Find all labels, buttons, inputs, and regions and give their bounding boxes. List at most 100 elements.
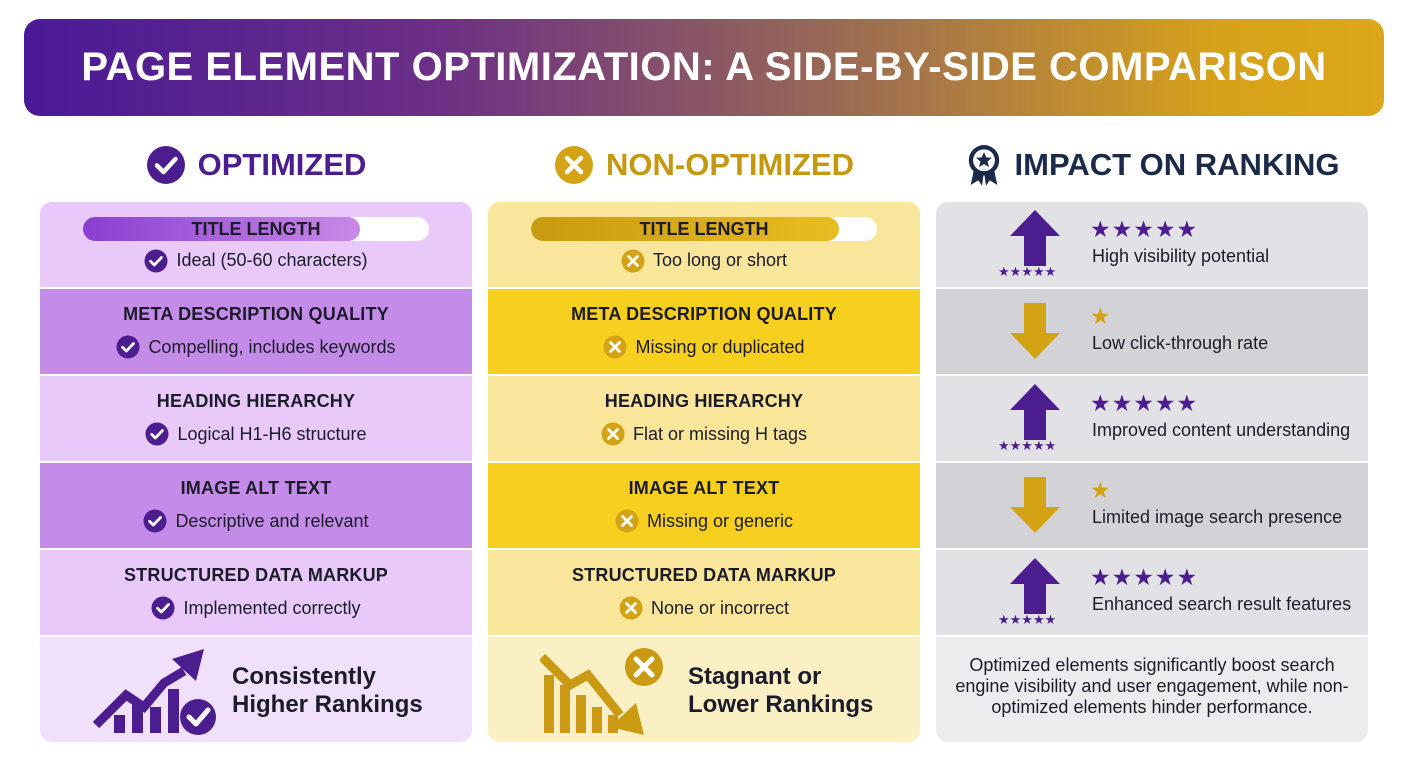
falling-chart-x-icon [540, 648, 663, 735]
x-circle-icon [603, 335, 627, 359]
row-desc: Compelling, includes keywords [116, 335, 396, 359]
arrow-up-icon [1010, 384, 1060, 440]
non-optimized-panel: TITLE LENGTH Too long or short META DESC… [488, 202, 920, 742]
impact-footer: Optimized elements significantly boost s… [936, 637, 1368, 742]
row-title: TITLE LENGTH [639, 218, 769, 239]
impact-heading: IMPACT ON RANKING [936, 140, 1368, 190]
list-item: TITLE LENGTH Too long or short [488, 202, 920, 287]
optimized-heading-label: OPTIMIZED [197, 147, 367, 182]
row-desc-text: Descriptive and relevant [175, 510, 369, 531]
mini-star-rating: ★★★★★ [998, 612, 1057, 627]
row-desc-text: Ideal (50-60 characters) [176, 250, 368, 270]
title-length-bar-fill [531, 216, 839, 241]
arrow-up-icon [1010, 210, 1060, 266]
non-optimized-footer-label: Stagnant or Lower Rankings [688, 663, 873, 719]
star-rating: ★★★★★ [1090, 216, 1199, 242]
row-desc-text: Logical H1-H6 structure [177, 423, 367, 444]
footer-line2: Lower Rankings [688, 691, 874, 718]
title-length-bar: TITLE LENGTH [531, 216, 877, 241]
x-circle-icon [619, 596, 643, 620]
impact-text: Limited image search presence [1092, 507, 1343, 527]
star-rating: ★ [1090, 303, 1112, 329]
row-desc-text: None or incorrect [650, 597, 790, 618]
x-circle-icon [621, 249, 645, 272]
row-title: STRUCTURED DATA MARKUP [123, 565, 389, 585]
footer-line1: Stagnant or [688, 663, 822, 690]
list-item: META DESCRIPTION QUALITY Compelling, inc… [40, 289, 472, 374]
arrow-up-icon [1010, 558, 1060, 614]
optimized-heading: OPTIMIZED [40, 140, 472, 190]
arrow-down-icon [1010, 303, 1060, 359]
page-title: PAGE ELEMENT OPTIMIZATION: A SIDE-BY-SID… [81, 45, 1327, 89]
list-item: STRUCTURED DATA MARKUP None or incorrect [488, 550, 920, 635]
row-title: HEADING HIERARCHY [604, 391, 804, 411]
x-circle-icon [601, 422, 625, 446]
check-circle-icon [146, 146, 185, 184]
row-title: HEADING HIERARCHY [156, 391, 356, 411]
impact-text: Enhanced search result features [1092, 594, 1352, 614]
check-circle-icon [151, 596, 175, 620]
check-circle-icon [144, 249, 168, 272]
title-length-bar-fill [83, 216, 360, 241]
impact-text: Improved content understanding [1092, 420, 1351, 440]
list-item: ★★★★★ ★★★★★ Improved content understandi… [936, 376, 1368, 461]
row-desc: Missing or generic [615, 509, 793, 533]
list-item: HEADING HIERARCHY Logical H1-H6 structur… [40, 376, 472, 461]
list-item: HEADING HIERARCHY Flat or missing H tags [488, 376, 920, 461]
title-length-bar: TITLE LENGTH [83, 216, 429, 241]
star-rating: ★ [1090, 477, 1112, 503]
title-banner: PAGE ELEMENT OPTIMIZATION: A SIDE-BY-SID… [24, 19, 1384, 116]
row-title: META DESCRIPTION QUALITY [123, 304, 389, 324]
rising-chart-check-icon [92, 649, 216, 735]
list-item: ★ Limited image search presence [936, 463, 1368, 548]
row-desc-text: Compelling, includes keywords [148, 336, 396, 357]
row-desc: Missing or duplicated [603, 335, 805, 359]
row-title: IMAGE ALT TEXT [180, 478, 332, 498]
list-item: STRUCTURED DATA MARKUP Implemented corre… [40, 550, 472, 635]
list-item: IMAGE ALT TEXT Missing or generic [488, 463, 920, 548]
row-desc-text: Flat or missing H tags [632, 423, 808, 444]
row-desc: Implemented correctly [151, 596, 361, 620]
check-circle-icon [145, 422, 169, 446]
row-title: STRUCTURED DATA MARKUP [571, 565, 837, 585]
row-title: TITLE LENGTH [191, 218, 321, 239]
list-item: TITLE LENGTH Ideal (50-60 characters) [40, 202, 472, 287]
arrow-down-icon [1010, 477, 1060, 533]
row-desc: Flat or missing H tags [601, 422, 807, 446]
row-desc: Descriptive and relevant [143, 509, 369, 533]
impact-text: High visibility potential [1092, 246, 1270, 266]
row-title: IMAGE ALT TEXT [628, 478, 780, 498]
non-optimized-footer: Stagnant or Lower Rankings [488, 637, 920, 742]
impact-heading-label: IMPACT ON RANKING [1014, 147, 1340, 182]
star-rating: ★★★★★ [1090, 390, 1199, 416]
mini-star-rating: ★★★★★ [998, 438, 1057, 453]
list-item: ★ Low click-through rate [936, 289, 1368, 374]
row-desc: None or incorrect [619, 596, 789, 620]
mini-star-rating: ★★★★★ [998, 264, 1057, 279]
row-desc-text: Missing or generic [646, 510, 794, 531]
impact-text: Low click-through rate [1092, 333, 1269, 353]
optimized-panel: TITLE LENGTH Ideal (50-60 characters) ME… [40, 202, 472, 742]
non-optimized-heading-label: NON-OPTIMIZED [606, 147, 854, 182]
optimized-footer: Consistently Higher Rankings [40, 637, 472, 742]
x-circle-icon [615, 509, 639, 533]
row-desc: Too long or short [621, 249, 787, 273]
impact-summary: Optimized elements significantly boost s… [955, 655, 1349, 717]
row-desc-text: Implemented correctly [183, 597, 361, 618]
row-desc-text: Missing or duplicated [635, 336, 805, 357]
list-item: ★★★★★ ★★★★★ High visibility potential [936, 202, 1368, 287]
list-item: META DESCRIPTION QUALITY Missing or dupl… [488, 289, 920, 374]
x-circle-icon [555, 146, 593, 184]
row-desc-text: Too long or short [652, 250, 788, 270]
star-rating: ★★★★★ [1090, 564, 1199, 590]
footer-line1: Consistently [232, 663, 377, 690]
footer-line2: Higher Rankings [232, 691, 423, 718]
optimized-footer-label: Consistently Higher Rankings [232, 663, 423, 719]
row-title: META DESCRIPTION QUALITY [571, 304, 837, 324]
row-desc: Ideal (50-60 characters) [144, 249, 368, 273]
impact-panel: ★★★★★ ★★★★★ High visibility potential ★ … [936, 202, 1368, 742]
non-optimized-heading: NON-OPTIMIZED [488, 140, 920, 190]
list-item: IMAGE ALT TEXT Descriptive and relevant [40, 463, 472, 548]
check-circle-icon [116, 335, 140, 359]
list-item: ★★★★★ ★★★★★ Enhanced search result featu… [936, 550, 1368, 635]
